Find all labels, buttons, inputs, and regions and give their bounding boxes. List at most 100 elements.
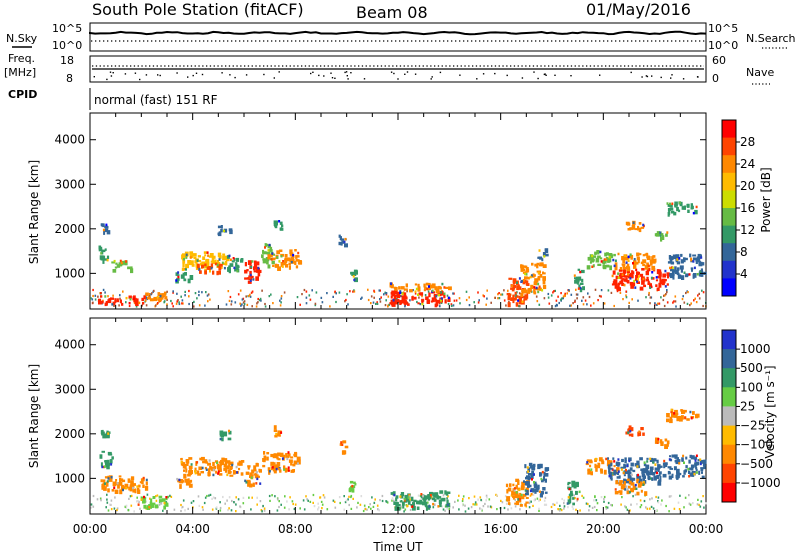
echo-noise-cell xyxy=(532,493,535,496)
echo-noise-cell xyxy=(673,507,676,510)
echo-noise-cell xyxy=(459,302,461,305)
echo-noise-cell xyxy=(193,300,195,303)
echo-cell xyxy=(223,229,225,233)
echo-cell xyxy=(195,261,198,266)
echo-cell xyxy=(278,220,281,223)
echo-noise-cell xyxy=(503,299,506,302)
echo-cell xyxy=(649,457,652,461)
echo-noise-cell xyxy=(479,507,481,510)
x-tick-label: 20:00 xyxy=(586,522,621,536)
echo-cell xyxy=(124,260,128,266)
echo-noise-cell xyxy=(547,296,550,299)
echo-cell xyxy=(431,497,436,501)
echo-cell xyxy=(647,475,651,480)
echo-cell xyxy=(644,265,649,270)
echo-cell xyxy=(635,261,639,265)
echo-cell xyxy=(670,268,674,272)
echo-noise-cell xyxy=(241,298,244,301)
echo-cell xyxy=(666,442,669,447)
echo-noise-cell xyxy=(503,506,506,510)
echo-cell xyxy=(536,287,540,291)
echo-cell xyxy=(535,279,539,283)
echo-cell xyxy=(513,297,517,301)
echo-noise-cell xyxy=(637,299,639,302)
echo-cell xyxy=(290,260,293,264)
nave-point xyxy=(93,76,95,78)
echo-cell xyxy=(659,233,664,236)
echo-cell xyxy=(416,506,420,510)
echo-cell xyxy=(516,285,519,291)
echo-cell xyxy=(623,278,627,282)
echo-cell xyxy=(541,479,544,483)
echo-cell xyxy=(137,503,140,506)
echo-cell xyxy=(187,278,191,284)
echo-noise-cell xyxy=(350,507,353,510)
echo-noise-cell xyxy=(518,292,521,295)
echo-cell xyxy=(429,491,433,495)
power-heatmap xyxy=(90,201,707,308)
echo-cell xyxy=(228,265,231,271)
echo-noise-cell xyxy=(673,300,675,303)
echo-cell xyxy=(392,491,396,496)
echo-noise-cell xyxy=(155,499,158,502)
echo-cell xyxy=(620,468,623,471)
echo-cell xyxy=(633,264,637,269)
echo-cell xyxy=(688,459,691,464)
echo-noise-cell xyxy=(625,290,627,293)
echo-noise-cell xyxy=(656,303,658,306)
echo-cell xyxy=(106,480,109,483)
echo-noise-cell xyxy=(561,297,563,300)
echo-cell xyxy=(249,472,252,476)
echo-cell xyxy=(433,494,437,498)
echo-noise-cell xyxy=(630,503,632,506)
echo-noise-cell xyxy=(92,294,94,298)
echo-noise-cell xyxy=(582,303,585,306)
echo-cell xyxy=(100,462,103,467)
echo-cell xyxy=(439,490,444,494)
colorbar-swatch xyxy=(722,349,736,369)
echo-cell xyxy=(443,292,446,295)
echo-noise-cell xyxy=(211,497,213,500)
echo-cell xyxy=(200,471,204,474)
echo-noise-cell xyxy=(379,298,381,301)
echo-cell xyxy=(182,465,186,469)
nave-point xyxy=(554,74,556,76)
echo-cell xyxy=(695,471,698,474)
echo-noise-cell xyxy=(97,295,99,298)
echo-cell xyxy=(608,474,611,478)
colorbar-tick-label: 12 xyxy=(740,223,755,237)
echo-cell xyxy=(649,261,653,266)
echo-cell xyxy=(163,501,166,505)
echo-cell xyxy=(164,296,168,300)
echo-cell xyxy=(145,292,149,297)
echo-cell xyxy=(224,261,228,266)
echo-cell xyxy=(191,263,195,267)
echo-noise-cell xyxy=(649,302,651,305)
echo-noise-cell xyxy=(697,498,699,501)
echo-cell xyxy=(265,258,268,261)
echo-cell xyxy=(412,502,416,506)
echo-cell xyxy=(628,485,631,489)
echo-cell xyxy=(651,271,654,274)
echo-cell xyxy=(223,228,228,233)
echo-noise-cell xyxy=(371,496,373,499)
echo-cell xyxy=(518,498,521,501)
echo-cell xyxy=(631,433,634,437)
echo-cell xyxy=(699,462,702,466)
echo-cell xyxy=(637,258,640,264)
echo-cell xyxy=(702,262,705,266)
echo-cell xyxy=(575,490,578,495)
echo-cell xyxy=(284,467,288,473)
echo-noise-cell xyxy=(631,298,633,301)
echo-noise-cell xyxy=(695,301,698,304)
echo-cell xyxy=(132,297,135,300)
colorbar-swatch xyxy=(722,406,736,426)
echo-noise-cell xyxy=(155,495,157,498)
echo-noise-cell xyxy=(444,509,446,512)
echo-cell xyxy=(397,298,400,303)
echo-cell xyxy=(396,294,401,299)
echo-cell xyxy=(250,265,253,269)
echo-noise-cell xyxy=(693,299,695,302)
echo-cell xyxy=(148,296,151,299)
echo-noise-cell xyxy=(329,305,331,308)
